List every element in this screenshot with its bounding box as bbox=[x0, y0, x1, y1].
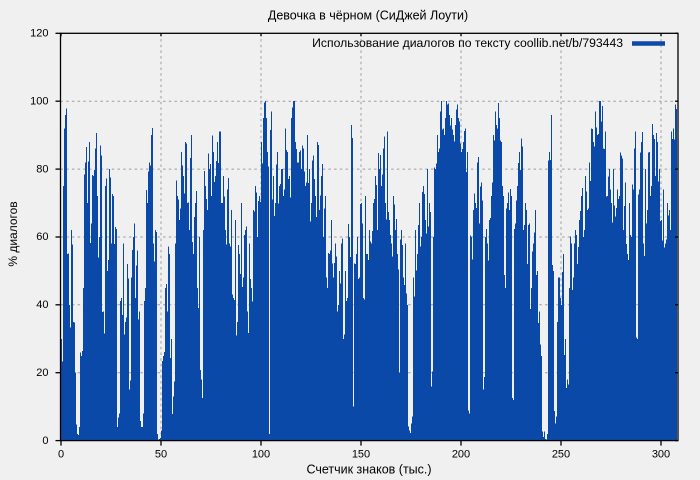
svg-text:300: 300 bbox=[652, 449, 670, 461]
svg-text:80: 80 bbox=[36, 163, 48, 175]
svg-text:100: 100 bbox=[252, 449, 270, 461]
svg-text:40: 40 bbox=[36, 299, 48, 311]
svg-text:Использование диалогов по текс: Использование диалогов по тексту coollib… bbox=[312, 36, 623, 50]
svg-text:0: 0 bbox=[58, 449, 64, 461]
svg-text:200: 200 bbox=[452, 449, 470, 461]
svg-text:120: 120 bbox=[30, 28, 48, 40]
svg-text:Девочка в чёрном (СиДжей Лоути: Девочка в чёрном (СиДжей Лоути) bbox=[268, 9, 468, 23]
svg-text:% диалогов: % диалогов bbox=[6, 201, 20, 266]
svg-text:100: 100 bbox=[30, 95, 48, 107]
svg-text:Счетчик знаков (тыс.): Счетчик знаков (тыс.) bbox=[306, 463, 431, 477]
svg-text:0: 0 bbox=[42, 435, 48, 447]
svg-text:150: 150 bbox=[352, 449, 370, 461]
svg-text:60: 60 bbox=[36, 231, 48, 243]
svg-text:50: 50 bbox=[155, 449, 167, 461]
svg-text:20: 20 bbox=[36, 367, 48, 379]
svg-text:250: 250 bbox=[552, 449, 570, 461]
